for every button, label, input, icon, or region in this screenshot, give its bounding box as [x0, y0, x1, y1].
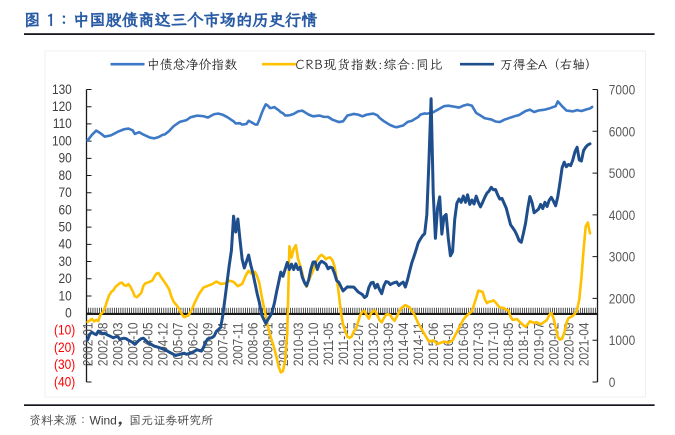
svg-text:(40): (40): [54, 373, 75, 389]
svg-text:0: 0: [609, 374, 616, 390]
svg-text:(20): (20): [54, 339, 75, 355]
svg-text:30: 30: [59, 253, 72, 269]
svg-text:4000: 4000: [609, 207, 635, 223]
svg-text:2020-09: 2020-09: [560, 323, 576, 367]
svg-text:2010-03: 2010-03: [290, 323, 306, 367]
svg-text:0: 0: [65, 305, 72, 321]
svg-text:2014-04: 2014-04: [395, 323, 411, 367]
svg-text:2014-11: 2014-11: [410, 323, 426, 366]
svg-text:60: 60: [59, 201, 72, 217]
svg-text:3000: 3000: [609, 249, 635, 265]
svg-text:130: 130: [52, 81, 72, 97]
svg-text:2007-04: 2007-04: [215, 323, 231, 367]
svg-text:2010-10: 2010-10: [305, 323, 321, 367]
svg-text:2002-01: 2002-01: [79, 323, 95, 367]
svg-text:2015-06: 2015-06: [425, 323, 441, 367]
svg-text:50: 50: [59, 219, 72, 235]
svg-text:2013-02: 2013-02: [365, 323, 381, 367]
svg-text:7000: 7000: [609, 82, 635, 98]
svg-text:2007-11: 2007-11: [230, 323, 246, 366]
svg-text:2016-08: 2016-08: [455, 323, 471, 367]
svg-text:120: 120: [52, 98, 72, 114]
svg-text:90: 90: [59, 150, 72, 166]
svg-text:100: 100: [52, 133, 72, 149]
svg-text:2004-05: 2004-05: [140, 323, 156, 367]
svg-text:(10): (10): [54, 322, 75, 338]
svg-text:110: 110: [53, 115, 72, 131]
svg-text:2005-07: 2005-07: [170, 323, 186, 367]
svg-text:2011-05: 2011-05: [320, 323, 336, 366]
svg-text:2003-03: 2003-03: [109, 323, 125, 367]
svg-text:10: 10: [59, 287, 72, 303]
svg-text:2017-10: 2017-10: [485, 323, 501, 367]
svg-text:2006-09: 2006-09: [200, 323, 216, 367]
svg-text:(30): (30): [54, 356, 75, 372]
svg-text:2006-02: 2006-02: [185, 323, 201, 367]
svg-text:2021-04: 2021-04: [575, 323, 591, 367]
svg-text:40: 40: [59, 236, 72, 252]
svg-text:80: 80: [59, 167, 72, 183]
svg-text:2019-07: 2019-07: [530, 323, 546, 367]
svg-text:2018-05: 2018-05: [500, 323, 516, 367]
svg-text:Wind: Wind: [90, 413, 117, 427]
svg-text:2002-08: 2002-08: [94, 323, 110, 367]
svg-text:6000: 6000: [609, 123, 635, 139]
svg-text:2000: 2000: [609, 290, 635, 306]
svg-text:2018-12: 2018-12: [515, 323, 531, 367]
svg-text:20: 20: [59, 270, 72, 286]
svg-text:2017-03: 2017-03: [470, 323, 486, 367]
svg-text:2020-02: 2020-02: [545, 323, 561, 367]
svg-text:2008-06: 2008-06: [245, 323, 261, 367]
svg-text:2004-12: 2004-12: [155, 323, 171, 367]
svg-text:5000: 5000: [609, 165, 635, 181]
svg-text:2016-01: 2016-01: [440, 323, 456, 367]
svg-text:2009-01: 2009-01: [260, 323, 276, 367]
svg-text:70: 70: [59, 184, 72, 200]
svg-text:2011-12: 2011-12: [335, 323, 351, 366]
svg-text:2012-07: 2012-07: [350, 323, 366, 367]
svg-text:2013-09: 2013-09: [380, 323, 396, 367]
svg-text:1000: 1000: [609, 332, 635, 348]
